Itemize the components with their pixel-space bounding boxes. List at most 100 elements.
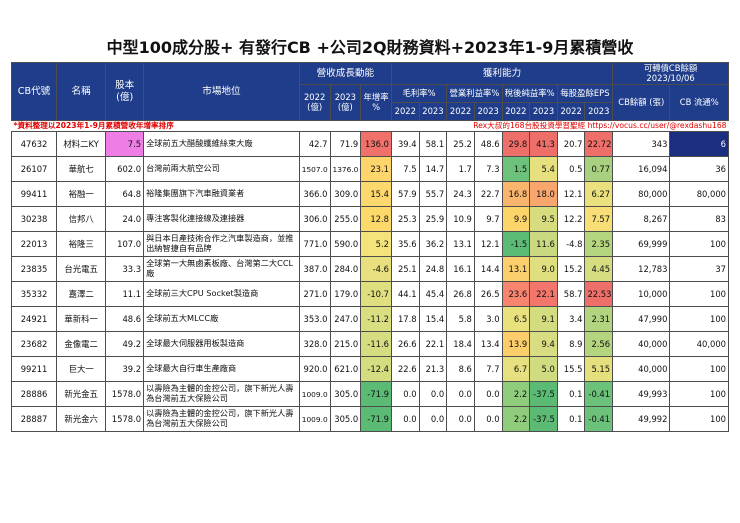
cell-r22: 353.0 xyxy=(298,306,331,332)
cell-code: 47632 xyxy=(10,131,58,157)
cell-o22: 0.0 xyxy=(446,406,475,432)
cell-cb: 10,000 xyxy=(612,281,671,307)
cell-e22: 3.4 xyxy=(556,306,586,332)
header-eps-2022: 2022 xyxy=(556,102,586,121)
cell-o23: 26.5 xyxy=(473,281,503,307)
cell-n23: 11.6 xyxy=(529,231,558,257)
cell-growth: 5.2 xyxy=(360,231,392,257)
cell-n23: -37.5 xyxy=(529,406,558,432)
header-market: 市場地位 xyxy=(143,62,300,121)
cell-r23: 71.9 xyxy=(329,131,362,157)
cell-n23: 9.5 xyxy=(529,206,558,232)
cell-n23: 9.0 xyxy=(529,256,558,282)
cell-market: 全球前五大醋酸纖維絲束大廠 xyxy=(143,131,300,157)
cell-code: 28886 xyxy=(10,381,58,407)
cell-capital: 602.0 xyxy=(105,156,145,182)
cell-growth: 136.0 xyxy=(360,131,392,157)
cell-cbf: 100 xyxy=(669,281,729,307)
header-gross-2022: 2022 xyxy=(390,102,420,121)
cell-e23: 22.53 xyxy=(584,281,614,307)
cell-g23: 25.9 xyxy=(418,206,448,232)
cell-r22: 328.0 xyxy=(298,331,331,357)
cell-n22: 6.5 xyxy=(501,306,531,332)
cell-market: 台灣前兩大航空公司 xyxy=(143,156,300,182)
cell-capital: 11.1 xyxy=(105,281,145,307)
cell-o23: 22.7 xyxy=(473,181,503,207)
cell-growth: -12.4 xyxy=(360,356,392,382)
cell-cbf: 40,000 xyxy=(669,331,729,357)
cell-n22: 2.2 xyxy=(501,406,531,432)
cell-g23: 0.0 xyxy=(418,381,448,407)
cell-e22: 58.7 xyxy=(556,281,586,307)
cell-o23: 0.0 xyxy=(473,381,503,407)
cell-n23: -37.5 xyxy=(529,381,558,407)
table-row: 22013 裕隆三 107.0 與日本日產技術合作之汽車製造商，並推出納智捷自有品牌 7… xyxy=(10,231,729,257)
cell-market: 全球前三大CPU Socket製造商 xyxy=(143,281,300,307)
cell-n23: 41.3 xyxy=(529,131,558,157)
cell-cbf: 6 xyxy=(669,131,729,157)
header-profit-group: 獲利能力 xyxy=(390,62,614,85)
cell-r22: 771.0 xyxy=(298,231,331,257)
cell-cb: 40,000 xyxy=(612,331,671,357)
cell-r23: 590.0 xyxy=(329,231,362,257)
cell-e22: 15.5 xyxy=(556,356,586,382)
cell-name: 華新科一 xyxy=(56,306,107,332)
cell-o23: 0.0 xyxy=(473,406,503,432)
cell-growth: 12.8 xyxy=(360,206,392,232)
cell-g23: 0.0 xyxy=(418,406,448,432)
cell-o22: 1.7 xyxy=(446,156,475,182)
cell-market: 以壽險為主體的金控公司，旗下新光人壽為台灣前五大保險公司 xyxy=(143,406,300,432)
header-eps: 每股盈餘EPS xyxy=(556,84,614,103)
cell-cbf: 100 xyxy=(669,381,729,407)
cell-growth: -71.9 xyxy=(360,406,392,432)
header-rev2023: 2023 (億) xyxy=(329,84,362,121)
cell-r22: 1009.0 xyxy=(298,381,331,407)
cell-capital: 107.0 xyxy=(105,231,145,257)
cell-r23: 284.0 xyxy=(329,256,362,282)
cell-n22: 16.8 xyxy=(501,181,531,207)
sort-note: *資料整理以2023年1-9月累積營收年增率排序 xyxy=(11,120,392,132)
cell-g22: 0.0 xyxy=(390,381,420,407)
cell-r23: 179.0 xyxy=(329,281,362,307)
cell-name: 台光電五 xyxy=(56,256,107,282)
cell-r23: 1376.0 xyxy=(329,156,362,182)
cell-name: 新光金五 xyxy=(56,381,107,407)
cell-market: 全球前五大MLCC廠 xyxy=(143,306,300,332)
header-operating: 營業利益率% xyxy=(446,84,503,103)
cell-name: 裕隆三 xyxy=(56,231,107,257)
cell-market: 專注客製化連接線及連接器 xyxy=(143,206,300,232)
cell-capital: 33.3 xyxy=(105,256,145,282)
cell-e23: 2.31 xyxy=(584,306,614,332)
page-title: 中型100成分股+ 有發行CB +公司2Q財務資料+2023年1-9月累積營收 xyxy=(106,38,634,57)
cell-growth: -4.6 xyxy=(360,256,392,282)
cell-r23: 621.0 xyxy=(329,356,362,382)
cell-cb: 69,999 xyxy=(612,231,671,257)
cb-date: 2023/10/06 xyxy=(646,72,695,83)
cell-n22: 13.1 xyxy=(501,256,531,282)
cell-e22: 8.9 xyxy=(556,331,586,357)
table-row: 99211 巨大一 39.2 全球最大自行車生產廠商 920.0 621.0 -12.4 22… xyxy=(10,356,729,382)
cell-o23: 3.0 xyxy=(473,306,503,332)
table-row: 26107 華航七 602.0 台灣前兩大航空公司 1507.0 1376.0 23.1 7.… xyxy=(10,156,729,182)
cell-o23: 48.6 xyxy=(473,131,503,157)
cell-cb: 12,783 xyxy=(612,256,671,282)
cell-r22: 366.0 xyxy=(298,181,331,207)
cell-growth: -11.6 xyxy=(360,331,392,357)
cell-market: 與日本日產技術合作之汽車製造商，並推出納智捷自有品牌 xyxy=(143,231,300,257)
table-row: 35332 嘉澤二 11.1 全球前三大CPU Socket製造商 271.0 179.0… xyxy=(10,281,729,307)
cell-e23: 22.72 xyxy=(584,131,614,157)
cell-n22: 2.2 xyxy=(501,381,531,407)
cell-code: 99411 xyxy=(10,181,58,207)
cell-code: 28887 xyxy=(10,406,58,432)
cell-g23: 22.1 xyxy=(418,331,448,357)
header-cb-balance: CB餘額 (張) xyxy=(612,84,671,121)
cell-market: 以壽險為主體的金控公司，旗下新光人壽為台灣前五大保險公司 xyxy=(143,381,300,407)
table-row: 24921 華新科一 48.6 全球前五大MLCC廠 353.0 247.0 -11.2 17… xyxy=(10,306,729,332)
cell-n22: 6.7 xyxy=(501,356,531,382)
cell-capital: 7.5 xyxy=(105,131,145,157)
cell-growth: 15.4 xyxy=(360,181,392,207)
cell-e22: 12.2 xyxy=(556,206,586,232)
cell-g23: 58.1 xyxy=(418,131,448,157)
cell-capital: 49.2 xyxy=(105,331,145,357)
cell-r22: 42.7 xyxy=(298,131,331,157)
